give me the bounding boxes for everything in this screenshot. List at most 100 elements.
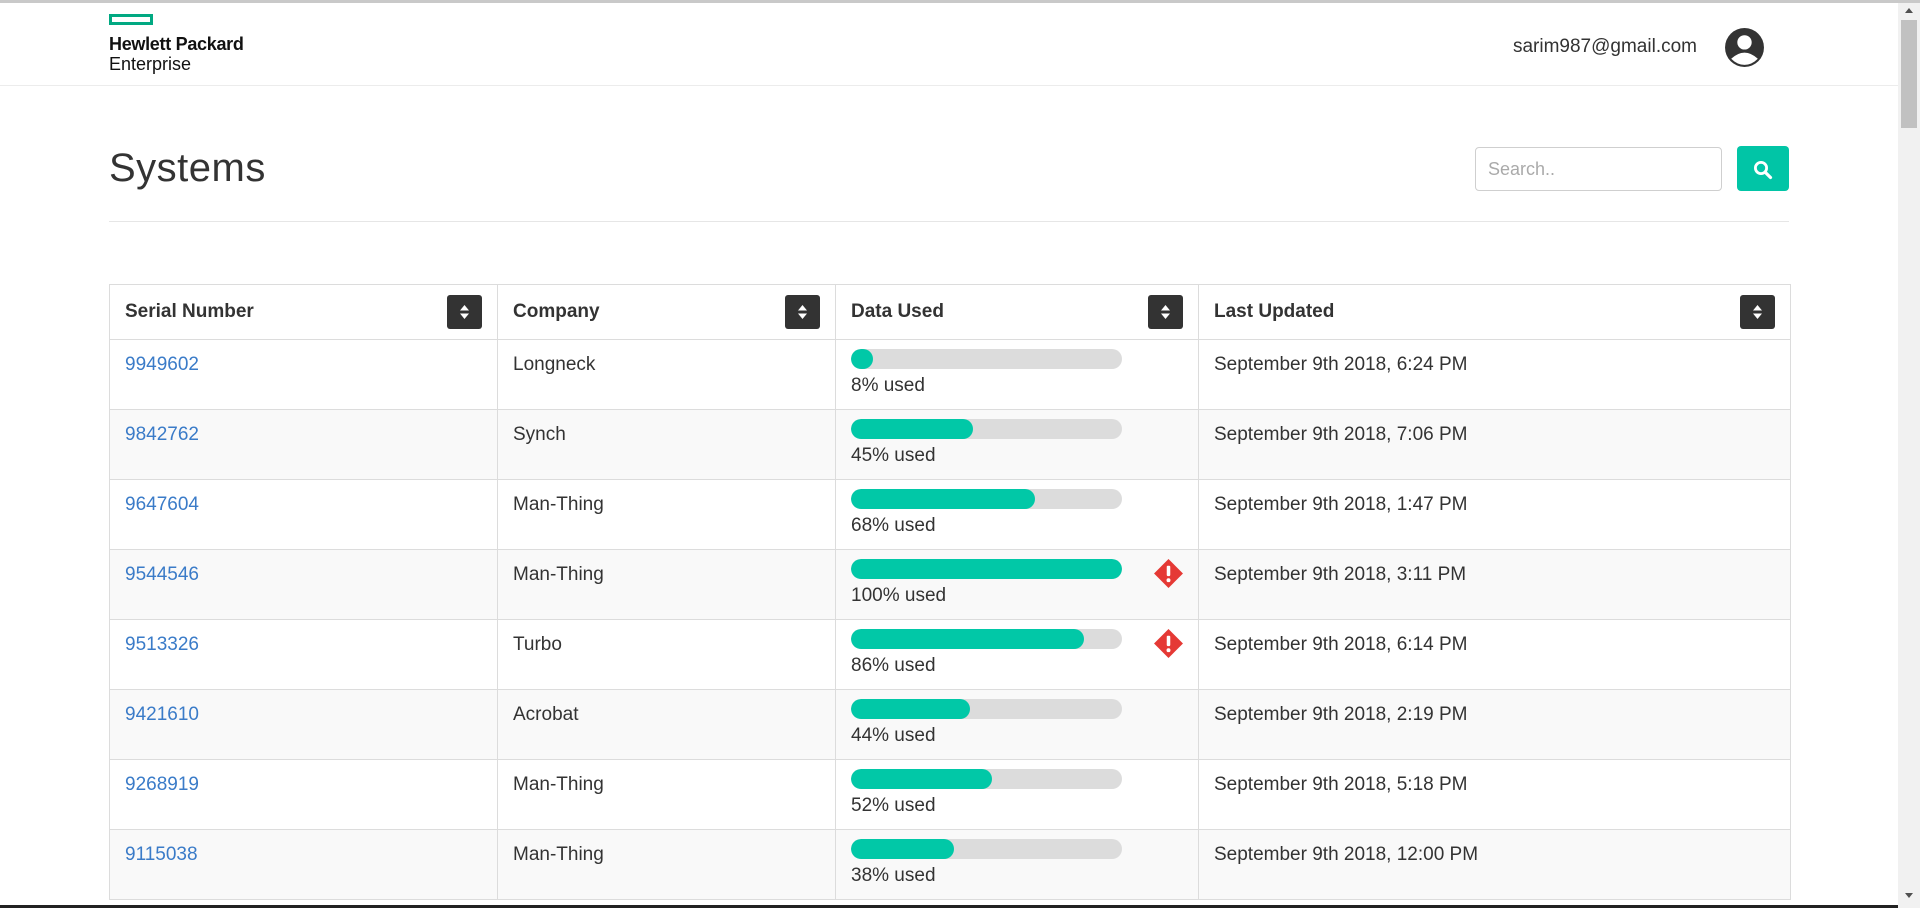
vertical-scrollbar[interactable] xyxy=(1898,3,1920,908)
table-body: 9949602 Longneck 8% used September 9th 2018… xyxy=(109,339,1791,900)
data-used-progress-fill xyxy=(851,349,873,369)
serial-number-cell: 9268919 xyxy=(109,759,498,830)
data-used-progress-fill xyxy=(851,629,1085,649)
column-header-label: Last Updated xyxy=(1214,301,1335,322)
data-used-cell: 44% used xyxy=(835,689,1199,760)
table-row: 9647604 Man-Thing 68% used September 9th 20… xyxy=(109,479,1791,550)
last-updated-cell: September 9th 2018, 2:19 PM xyxy=(1198,689,1791,760)
data-used-label: 44% used xyxy=(851,725,936,746)
company-cell: Man-Thing xyxy=(497,549,836,620)
page-title: Systems xyxy=(109,146,266,190)
warning-icon xyxy=(1154,629,1183,658)
scroll-down-arrow-icon[interactable] xyxy=(1905,893,1913,898)
column-header-label: Company xyxy=(513,301,600,322)
warning-icon xyxy=(1154,559,1183,588)
serial-number-link[interactable]: 9115038 xyxy=(125,844,198,865)
sort-last-updated-button[interactable] xyxy=(1740,295,1775,329)
data-used-progress-bar xyxy=(851,769,1122,789)
data-used-progress-bar xyxy=(851,489,1122,509)
data-used-cell: 52% used xyxy=(835,759,1199,830)
serial-number-link[interactable]: 9647604 xyxy=(125,494,199,515)
last-updated-cell: September 9th 2018, 6:24 PM xyxy=(1198,339,1791,410)
column-header-serial-number: Serial Number xyxy=(109,284,498,340)
serial-number-cell: 9544546 xyxy=(109,549,498,620)
data-used-progress-bar xyxy=(851,839,1122,859)
data-used-label: 100% used xyxy=(851,585,947,606)
serial-number-cell: 9421610 xyxy=(109,689,498,760)
sort-company-button[interactable] xyxy=(785,295,820,329)
data-used-progress-fill xyxy=(851,839,954,859)
sort-icon xyxy=(460,305,469,319)
data-used-cell: 38% used xyxy=(835,829,1199,900)
search-button[interactable] xyxy=(1737,146,1789,191)
data-used-progress-fill xyxy=(851,419,973,439)
last-updated-cell: September 9th 2018, 3:11 PM xyxy=(1198,549,1791,620)
title-divider xyxy=(109,221,1789,222)
data-used-label: 8% used xyxy=(851,375,925,396)
table-header-row: Serial Number Company xyxy=(109,284,1791,340)
sort-serial-number-button[interactable] xyxy=(447,295,482,329)
last-updated-cell: September 9th 2018, 5:18 PM xyxy=(1198,759,1791,830)
serial-number-link[interactable]: 9268919 xyxy=(125,774,199,795)
sort-icon xyxy=(798,305,807,319)
hpe-logo-text-line1: Hewlett Packard xyxy=(109,34,244,54)
table-row: 9842762 Synch 45% used September 9th 2018, … xyxy=(109,409,1791,480)
table-row: 9268919 Man-Thing 52% used September 9th 20… xyxy=(109,759,1791,830)
serial-number-link[interactable]: 9513326 xyxy=(125,634,199,655)
sort-data-used-button[interactable] xyxy=(1148,295,1183,329)
hpe-logo-mark xyxy=(109,14,153,25)
serial-number-link[interactable]: 9842762 xyxy=(125,424,199,445)
scroll-up-arrow-icon[interactable] xyxy=(1905,8,1913,13)
data-used-progress-fill xyxy=(851,559,1122,579)
data-used-label: 45% used xyxy=(851,445,936,466)
hpe-logo[interactable]: Hewlett Packard Enterprise xyxy=(109,14,269,76)
serial-number-link[interactable]: 9544546 xyxy=(125,564,199,585)
data-used-cell: 45% used xyxy=(835,409,1199,480)
sort-icon xyxy=(1753,305,1762,319)
scrollbar-thumb[interactable] xyxy=(1901,20,1917,128)
data-used-cell: 68% used xyxy=(835,479,1199,550)
serial-number-link[interactable]: 9421610 xyxy=(125,704,199,725)
last-updated-cell: September 9th 2018, 7:06 PM xyxy=(1198,409,1791,480)
table-row: 9544546 Man-Thing 100% used September 9th 2… xyxy=(109,549,1791,620)
company-cell: Man-Thing xyxy=(497,759,836,830)
data-used-progress-fill xyxy=(851,489,1036,509)
table-row: 9949602 Longneck 8% used September 9th 2018… xyxy=(109,339,1791,410)
serial-number-cell: 9842762 xyxy=(109,409,498,480)
company-cell: Longneck xyxy=(497,339,836,410)
data-used-progress-bar xyxy=(851,349,1122,369)
user-email[interactable]: sarim987@gmail.com xyxy=(1512,36,1697,57)
data-used-label: 68% used xyxy=(851,515,936,536)
company-cell: Turbo xyxy=(497,619,836,690)
hpe-logo-text-line2: Enterprise xyxy=(109,54,192,74)
company-cell: Man-Thing xyxy=(497,479,836,550)
last-updated-cell: September 9th 2018, 12:00 PM xyxy=(1198,829,1791,900)
search-input[interactable] xyxy=(1475,147,1722,191)
serial-number-link[interactable]: 9949602 xyxy=(125,354,199,375)
column-header-data-used: Data Used xyxy=(835,284,1199,340)
data-used-progress-bar xyxy=(851,629,1122,649)
serial-number-cell: 9647604 xyxy=(109,479,498,550)
window-bottom-edge xyxy=(0,905,1898,908)
column-header-company: Company xyxy=(497,284,836,340)
window-top-edge xyxy=(0,0,1920,3)
serial-number-cell: 9949602 xyxy=(109,339,498,410)
sort-icon xyxy=(1161,305,1170,319)
data-used-cell: 100% used xyxy=(835,549,1199,620)
systems-table-container: Serial Number Company xyxy=(109,284,1791,900)
company-cell: Man-Thing xyxy=(497,829,836,900)
data-used-label: 52% used xyxy=(851,795,936,816)
user-circle-icon[interactable] xyxy=(1724,27,1765,68)
last-updated-cell: September 9th 2018, 1:47 PM xyxy=(1198,479,1791,550)
data-used-progress-bar xyxy=(851,559,1122,579)
company-cell: Acrobat xyxy=(497,689,836,760)
data-used-progress-fill xyxy=(851,769,992,789)
table-row: 9115038 Man-Thing 38% used September 9th 20… xyxy=(109,829,1791,900)
table-row: 9421610 Acrobat 44% used September 9th 2018… xyxy=(109,689,1791,760)
table-row: 9513326 Turbo 86% used September 9th 2018, … xyxy=(109,619,1791,690)
column-header-label: Data Used xyxy=(851,301,944,322)
data-used-progress-bar xyxy=(851,419,1122,439)
data-used-label: 38% used xyxy=(851,865,936,886)
last-updated-cell: September 9th 2018, 6:14 PM xyxy=(1198,619,1791,690)
column-header-last-updated: Last Updated xyxy=(1198,284,1791,340)
